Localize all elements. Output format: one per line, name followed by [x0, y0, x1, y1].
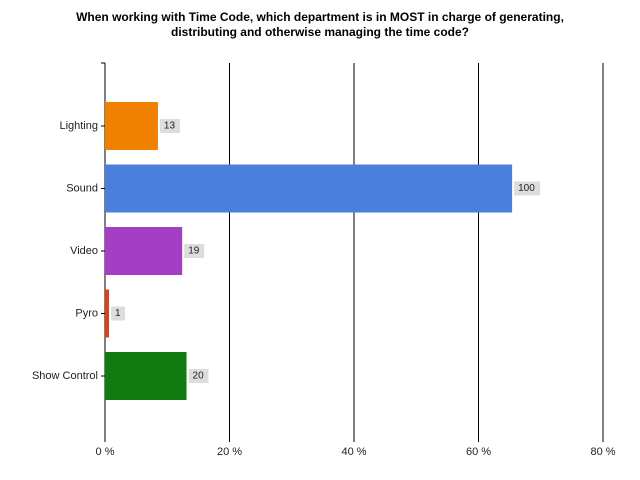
y-tick-label: Sound	[66, 182, 98, 194]
bar	[105, 227, 183, 275]
value-label: 1	[115, 308, 121, 319]
value-label-bg	[159, 119, 180, 133]
value-label-bg	[111, 306, 126, 321]
value-label: 13	[164, 121, 176, 132]
value-label-bg	[188, 369, 209, 383]
bar	[105, 102, 158, 150]
x-tick-label: 20 %	[217, 446, 242, 458]
value-label: 100	[518, 183, 535, 194]
value-label: 20	[193, 371, 205, 382]
y-tick-label: Pyro	[75, 307, 98, 319]
x-tick-label: 60 %	[466, 446, 491, 458]
y-tick-label: Lighting	[59, 120, 98, 132]
chart-title: distributing and otherwise managing the …	[171, 25, 469, 39]
value-label: 19	[188, 246, 200, 257]
chart-title: When working with Time Code, which depar…	[76, 10, 564, 24]
x-tick-label: 40 %	[341, 446, 366, 458]
y-tick-label: Video	[70, 245, 98, 257]
bar	[105, 289, 110, 338]
bar	[105, 352, 187, 400]
x-tick-label: 0 %	[96, 446, 115, 458]
x-tick-label: 80 %	[590, 446, 615, 458]
y-tick-label: Show Control	[32, 370, 98, 382]
value-label-bg	[514, 181, 541, 196]
value-label-bg	[184, 244, 205, 258]
bar	[105, 164, 513, 213]
